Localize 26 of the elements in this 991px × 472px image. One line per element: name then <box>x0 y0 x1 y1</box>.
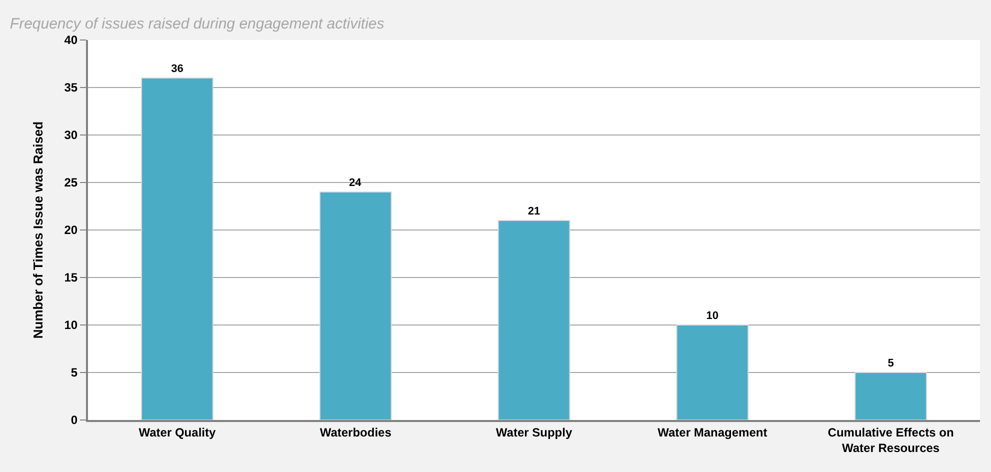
y-tick-label: 20 <box>64 223 78 238</box>
x-tick-label: Water Supply <box>496 425 572 440</box>
y-axis-title: Number of Times Issue was Raised <box>30 121 46 339</box>
x-tick-label: Water Management <box>658 425 768 440</box>
bar <box>141 78 214 420</box>
y-tick-label: 10 <box>64 318 78 332</box>
y-tick-label: 0 <box>70 413 78 428</box>
data-label: 10 <box>706 310 719 322</box>
chart-title: Frequency of issues raised during engagement activities <box>10 16 385 32</box>
y-tick-label: 40 <box>64 33 78 48</box>
bar <box>854 372 927 420</box>
bar <box>498 220 570 420</box>
data-label: 36 <box>171 63 184 75</box>
x-tick-label: Water Quality <box>138 425 216 440</box>
y-tick-label: 5 <box>70 366 78 380</box>
data-label: 24 <box>349 177 362 189</box>
y-tick-label: 30 <box>64 128 78 142</box>
y-tick-label: 25 <box>64 176 78 190</box>
bar <box>676 324 749 420</box>
y-tick-label: 15 <box>64 270 78 285</box>
y-tick-label: 35 <box>64 80 78 95</box>
data-label: 5 <box>888 358 894 370</box>
data-label: 21 <box>528 206 540 218</box>
x-tick-label: Cumulative Effects on Water Resources <box>828 425 954 455</box>
x-tick-label: Waterbodies <box>320 425 392 440</box>
bar <box>319 192 392 420</box>
